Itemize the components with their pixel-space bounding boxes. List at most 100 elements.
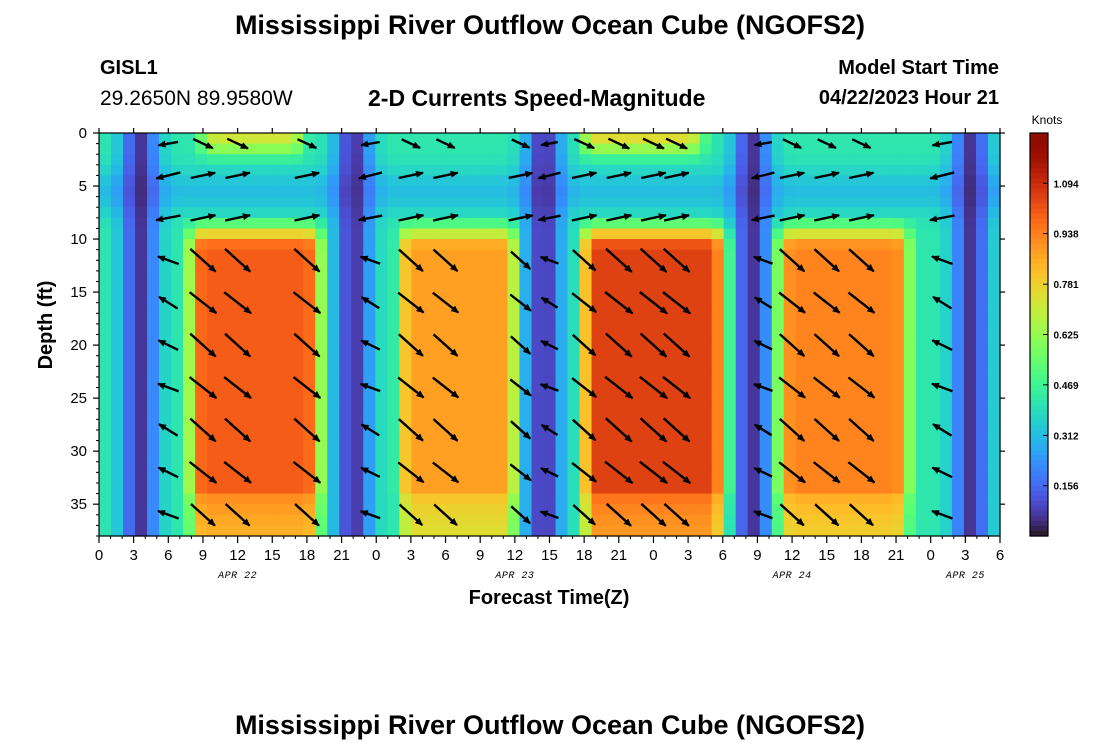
heatmap-cell [267, 514, 280, 526]
heatmap-cell [855, 154, 869, 166]
heatmap-cell [339, 440, 352, 452]
heatmap-cell [843, 429, 857, 442]
heatmap-cell [843, 260, 857, 272]
heatmap-cell [423, 376, 436, 389]
heatmap-cell [159, 482, 172, 495]
heatmap-cell [543, 334, 557, 346]
heatmap-cell [555, 164, 569, 177]
heatmap-cell [99, 133, 112, 145]
heatmap-cell [291, 270, 304, 283]
heatmap-cell [291, 482, 304, 495]
heatmap-cell [279, 355, 292, 367]
heatmap-cell [483, 154, 497, 166]
heatmap-cell [327, 398, 340, 410]
current-vector-arrow [931, 466, 953, 479]
heatmap-cell [471, 217, 485, 230]
heatmap-cell [387, 270, 400, 283]
heatmap-cell [975, 175, 989, 187]
heatmap-cell [231, 461, 244, 473]
heatmap-cell [927, 313, 941, 325]
heatmap-cell [267, 249, 280, 261]
heatmap-cell [867, 408, 881, 420]
heatmap-cell [867, 292, 881, 304]
heatmap-cell [291, 292, 304, 304]
heatmap-cell [555, 345, 569, 357]
heatmap-cell [579, 493, 593, 505]
heatmap-cell [723, 154, 737, 166]
heatmap-cell [471, 228, 485, 240]
heatmap-cell [339, 292, 352, 304]
heatmap-cell [567, 493, 581, 505]
heatmap-cell [183, 323, 196, 336]
heatmap-cell [747, 345, 761, 357]
heatmap-cell [747, 429, 761, 442]
heatmap-cell [627, 133, 641, 145]
heatmap-cell [327, 313, 340, 325]
heatmap-cell [387, 164, 400, 177]
colorbar-step [1030, 309, 1048, 315]
heatmap-cell [351, 482, 364, 495]
heatmap-cell [423, 186, 436, 198]
colorbar-step [1030, 299, 1048, 305]
heatmap-cell [411, 355, 424, 367]
heatmap-cell [723, 514, 737, 526]
heatmap-cell [159, 313, 172, 325]
heatmap-cell [171, 217, 184, 230]
heatmap-cell [699, 186, 713, 198]
heatmap-cell [783, 525, 797, 537]
heatmap-cell [879, 196, 893, 208]
heatmap-cell [99, 323, 112, 336]
heatmap-cell [699, 323, 713, 336]
heatmap-cell [519, 323, 533, 336]
heatmap-cell [327, 525, 340, 537]
colorbar-step [1030, 455, 1048, 462]
heatmap-cell [483, 461, 497, 473]
heatmap-cell [891, 355, 905, 367]
heatmap-cell [843, 514, 857, 526]
heatmap-cell [363, 207, 376, 219]
heatmap-cell [927, 302, 941, 314]
heatmap-cell [171, 419, 184, 431]
heatmap-cell [603, 249, 617, 261]
heatmap-cell [639, 525, 653, 537]
heatmap-cell [771, 493, 785, 505]
heatmap-cell [339, 355, 352, 367]
heatmap-cell [387, 249, 400, 261]
heatmap-cell [315, 440, 328, 452]
heatmap-cell [171, 313, 184, 325]
heatmap-cell [951, 514, 965, 526]
heatmap-cell [447, 366, 460, 378]
heatmap-cell [243, 334, 256, 346]
heatmap-cell [531, 514, 545, 526]
current-vector-arrow [223, 376, 252, 399]
heatmap-cell [651, 440, 665, 452]
heatmap-cell [855, 398, 869, 410]
heatmap-cell [291, 408, 304, 420]
heatmap-cell [147, 429, 160, 442]
heatmap-cell [435, 461, 448, 473]
heatmap-cell [687, 143, 701, 155]
heatmap-cell [939, 504, 953, 516]
heatmap-cell [687, 355, 701, 367]
heatmap-cell [231, 133, 244, 145]
heatmap-cell [603, 355, 617, 367]
heatmap-cell [603, 281, 617, 293]
heatmap-cell [183, 292, 196, 304]
heatmap-cell [795, 313, 809, 325]
heatmap-cell [735, 217, 749, 230]
heatmap-cell [711, 366, 725, 378]
heatmap-cell [339, 281, 352, 293]
heatmap-cell [795, 451, 809, 463]
heatmap-cell [387, 376, 400, 389]
heatmap-cell [495, 292, 509, 304]
heatmap-cell [939, 419, 953, 431]
heatmap-cell [339, 429, 352, 442]
heatmap-cell [807, 292, 821, 304]
heatmap-cell [459, 376, 473, 389]
heatmap-cell [219, 440, 232, 452]
heatmap-cell [603, 313, 617, 325]
heatmap-cell [987, 249, 1001, 261]
heatmap-cell [579, 292, 593, 304]
heatmap-cell [711, 239, 725, 251]
heatmap-cell [651, 228, 665, 240]
